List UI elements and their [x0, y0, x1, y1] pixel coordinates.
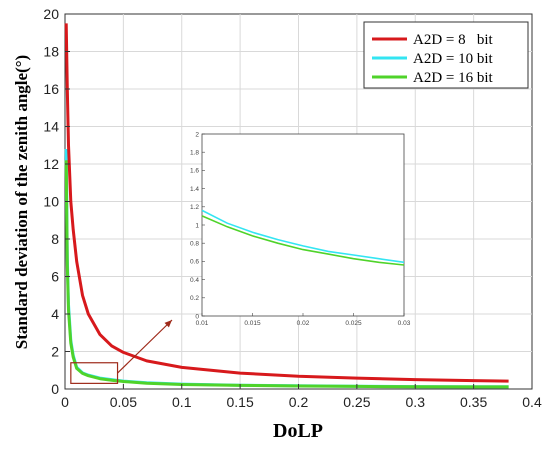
- legend: A2D = 8 bit A2D = 10 bit A2D = 16 bit: [363, 21, 529, 89]
- inset-y-tick-label: 1.4: [190, 186, 199, 193]
- series-line-0: [64, 23, 509, 383]
- y-tick-label: 6: [51, 269, 59, 285]
- x-tick-label: 0.05: [110, 394, 137, 410]
- inset-x-tick-label: 0.01: [196, 320, 209, 327]
- y-tick-label: 14: [43, 119, 59, 135]
- inset-y-tick-label: 0.4: [190, 277, 199, 284]
- inset-y-tick-label: 0: [195, 313, 199, 320]
- x-axis-label: DoLP: [273, 420, 323, 442]
- inset-y-tick-label: 1.6: [190, 168, 199, 175]
- tick-layer: 0 0.05 0.1 0.15 0.2 0.25 0.3 0.35 0.402468101214…: [43, 6, 542, 410]
- inset-series-line-1: [201, 215, 405, 266]
- y-tick-label: 18: [43, 44, 59, 60]
- inset-x-tick-label: 0.02: [297, 320, 310, 327]
- legend-label-8bit: A2D = 8 bit: [413, 32, 494, 48]
- inset-x-tick-label: 0.03: [398, 320, 411, 327]
- y-axis-label: Standard deviation of the zenith angle(°…: [12, 55, 31, 349]
- y-tick-label: 8: [51, 231, 59, 247]
- legend-label-16bit: A2D = 16 bit: [413, 70, 494, 86]
- inset-plot-area: [201, 133, 405, 317]
- y-tick-label: 10: [43, 194, 59, 210]
- inset-x-tick-label: 0.015: [244, 320, 261, 327]
- inset-y-tick-label: 0.6: [190, 259, 199, 266]
- inset-series-line-0: [201, 209, 405, 264]
- x-tick-label: 0: [61, 394, 69, 410]
- legend-label-10bit: A2D = 10 bit: [413, 51, 494, 67]
- zoom-arrow-head: [164, 320, 172, 328]
- inset-y-tick-label: 0.2: [190, 295, 199, 302]
- x-tick-label: 0.4: [522, 394, 542, 410]
- x-tick-label: 0.15: [227, 394, 254, 410]
- inset-y-tick-label: 0.8: [190, 241, 199, 248]
- inset-plot: 0.01 0.015 0.02 0.025 0.03 0 0.2 0.4 0.6 0.8 1 1.2 1…: [190, 131, 411, 327]
- inset-y-tick-label: 2: [195, 131, 199, 138]
- y-tick-label: 4: [51, 306, 59, 322]
- y-tick-label: 12: [43, 156, 59, 172]
- inset-x-tick-label: 0.025: [345, 320, 362, 327]
- inset-y-tick-label: 1: [195, 222, 199, 229]
- x-tick-label: 0.2: [289, 394, 309, 410]
- x-tick-label: 0.3: [406, 394, 426, 410]
- y-tick-label: 20: [43, 6, 59, 22]
- x-tick-label: 0.35: [460, 394, 487, 410]
- inset-y-tick-label: 1.2: [190, 204, 199, 211]
- y-tick-label: 16: [43, 81, 59, 97]
- zoom-layer: [70, 319, 173, 384]
- x-tick-label: 0.1: [172, 394, 192, 410]
- y-tick-label: 0: [51, 381, 59, 397]
- inset-y-tick-label: 1.8: [190, 150, 199, 157]
- zoom-arrow-line: [117, 319, 173, 374]
- y-tick-label: 2: [51, 344, 59, 360]
- x-tick-label: 0.25: [343, 394, 370, 410]
